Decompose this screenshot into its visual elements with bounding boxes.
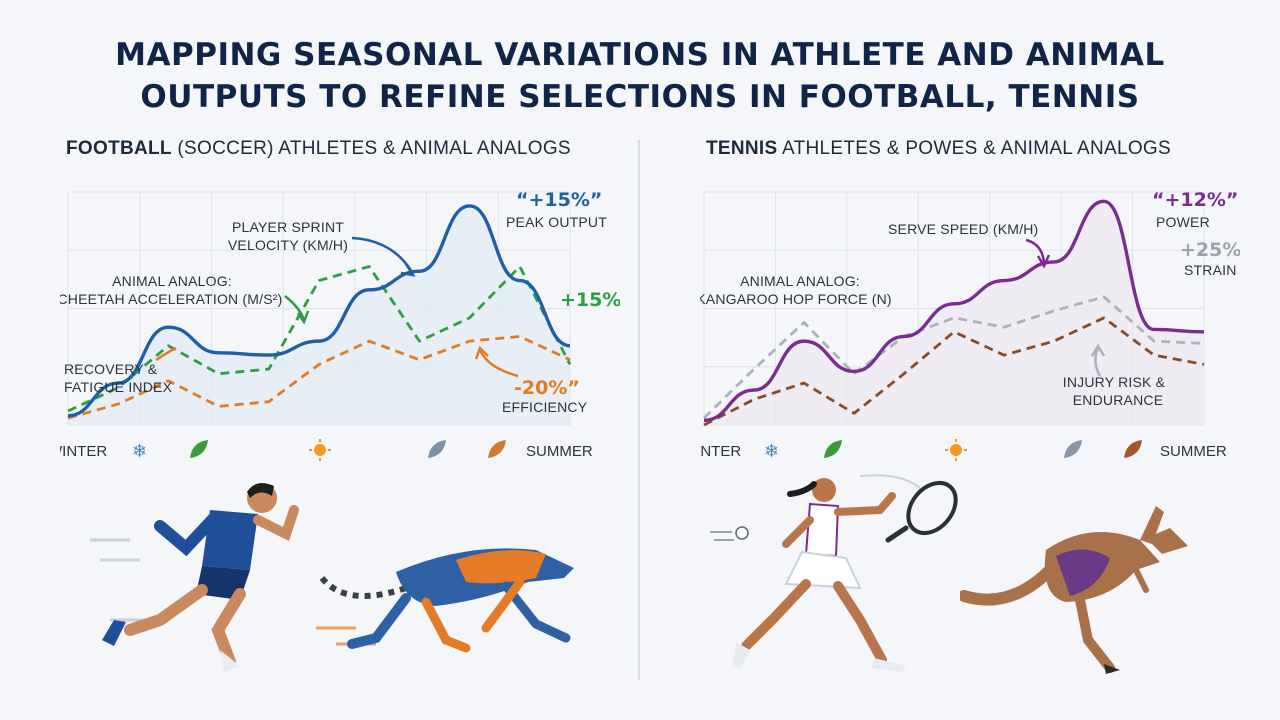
tennis-heading-rest: ATHLETES & POWES & ANIMAL ANALOGS bbox=[777, 138, 1171, 159]
snowflake-icon: ❄ bbox=[764, 441, 779, 461]
football-heading-rest: (SOCCER) ATHLETES & ANIMAL ANALOGS bbox=[171, 138, 571, 159]
title-line-1: MAPPING SEASONAL VARIATIONS IN ATHLETE A… bbox=[115, 37, 1165, 73]
power-change-value: “+12%” bbox=[1152, 189, 1238, 211]
tennis-heading-bold: TENNIS bbox=[706, 138, 778, 159]
cheetah-illustration bbox=[316, 548, 574, 653]
serve-arrow-head bbox=[1036, 254, 1051, 269]
efficiency-change-value: -20%” bbox=[514, 377, 580, 399]
peak-output-label: PEAK OUTPUT bbox=[506, 214, 607, 230]
kangaroo-label-1: ANIMAL ANALOG: bbox=[740, 273, 860, 289]
injury-arrow bbox=[1094, 347, 1102, 377]
autumn-leaf-icon bbox=[1124, 440, 1142, 458]
strain-change-value: +25%” bbox=[1180, 239, 1240, 261]
power-label: POWER bbox=[1156, 214, 1210, 230]
sprint-label-2: VELOCITY (KM/H) bbox=[228, 237, 348, 253]
kangaroo-illustration bbox=[960, 506, 1188, 674]
football-series-lines bbox=[67, 204, 572, 420]
sprint-arrow-head bbox=[400, 263, 416, 277]
tennis-panel-title: TENNIS ATHLETES & POWES & ANIMAL ANALOGS bbox=[706, 138, 1171, 160]
cheetah-arrow-head bbox=[296, 310, 310, 325]
leaf-icon bbox=[824, 440, 842, 458]
sprint-label-1: PLAYER SPRINT bbox=[232, 219, 344, 235]
tennis-series-line-1 bbox=[703, 295, 1205, 420]
efficiency-label: EFFICIENCY bbox=[502, 399, 588, 415]
recovery-arrow bbox=[155, 346, 177, 362]
tennis-ball-icon bbox=[735, 526, 749, 540]
football-player-illustration bbox=[90, 483, 299, 672]
tennis-player-illustration bbox=[710, 474, 958, 672]
recovery-label-2: FATIGUE INDEX bbox=[64, 379, 173, 395]
tennis-area-fill bbox=[704, 201, 1204, 425]
sun-icon bbox=[945, 439, 967, 461]
cheetah-label-2: CHEETAH ACCELERATION (M/S²) bbox=[60, 291, 283, 307]
sun-icon bbox=[309, 439, 331, 461]
injury-label-1: INJURY RISK & bbox=[1063, 374, 1166, 390]
page-title: MAPPING SEASONAL VARIATIONS IN ATHLETE A… bbox=[0, 34, 1280, 118]
strain-label: STRAIN bbox=[1184, 262, 1237, 278]
kangaroo-label-2: KANGAROO HOP FORCE (N) bbox=[700, 291, 892, 307]
leaf-icon bbox=[190, 440, 208, 458]
football-panel-title: FOOTBALL (SOCCER) ATHLETES & ANIMAL ANAL… bbox=[66, 138, 571, 160]
cheetah-arrow bbox=[284, 295, 306, 321]
recovery-label-1: RECOVERY & bbox=[64, 361, 158, 377]
tennis-series-line-0 bbox=[703, 199, 1205, 423]
injury-arrow-head bbox=[1090, 343, 1106, 357]
efficiency-arrow-head bbox=[474, 345, 489, 360]
cheetah-label-1: ANIMAL ANALOG: bbox=[112, 273, 232, 289]
title-line-2: OUTPUTS TO REFINE SELECTIONS IN FOOTBALL… bbox=[140, 79, 1140, 115]
football-chart: PLAYER SPRINT VELOCITY (KM/H) ANIMAL ANA… bbox=[60, 189, 620, 461]
peak-output-value: “+15%” bbox=[516, 189, 602, 211]
tennis-series-lines bbox=[703, 199, 1205, 427]
sprint-arrow bbox=[351, 236, 414, 273]
injury-label-2: ENDURANCE bbox=[1073, 392, 1163, 408]
tennis-season-summer: SUMMER bbox=[1160, 443, 1227, 460]
efficiency-arrow bbox=[478, 349, 519, 378]
autumn-leaf-icon bbox=[488, 440, 506, 458]
football-heading-bold: FOOTBALL bbox=[66, 138, 172, 159]
serve-arrow bbox=[1025, 238, 1046, 263]
football-series-line-2 bbox=[67, 335, 571, 420]
tennis-series-line-2 bbox=[703, 316, 1205, 427]
leaf-icon bbox=[428, 440, 446, 458]
snowflake-icon: ❄ bbox=[132, 441, 147, 461]
tennis-season-icons: ❄ bbox=[764, 439, 1142, 461]
football-series-line-1 bbox=[67, 265, 572, 413]
football-season-winter: WINTER bbox=[60, 443, 107, 460]
tennis-chart: SERVE SPEED (KM/H) ANIMAL ANALOG: KANGAR… bbox=[700, 189, 1240, 461]
cheetah-change-value: +15% bbox=[560, 289, 620, 311]
football-series-line-0 bbox=[67, 204, 571, 418]
football-season-summer: SUMMER bbox=[526, 443, 593, 460]
serve-label: SERVE SPEED (KM/H) bbox=[888, 221, 1038, 237]
football-area-fill bbox=[68, 205, 570, 425]
panel-divider bbox=[638, 140, 640, 680]
leaf-icon bbox=[1064, 440, 1082, 458]
football-season-icons: ❄ bbox=[132, 439, 506, 461]
tennis-season-winter: WINTER bbox=[700, 443, 741, 460]
